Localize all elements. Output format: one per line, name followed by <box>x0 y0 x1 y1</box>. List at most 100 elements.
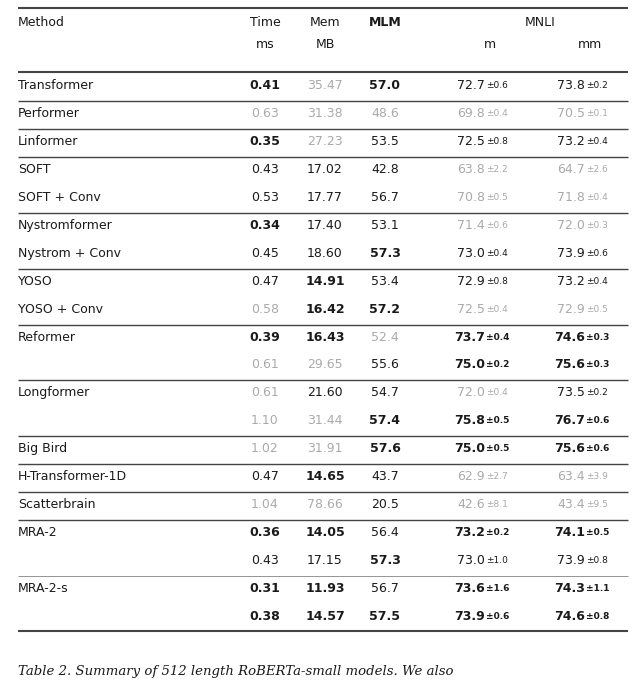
Text: 0.47: 0.47 <box>251 275 279 288</box>
Text: 14.91: 14.91 <box>305 275 345 288</box>
Text: 70.8: 70.8 <box>457 191 485 204</box>
Text: ±0.1: ±0.1 <box>586 109 608 118</box>
Text: YOSO + Conv: YOSO + Conv <box>18 303 103 316</box>
Text: 75.0: 75.0 <box>454 359 485 371</box>
Text: ±0.2: ±0.2 <box>486 528 509 537</box>
Text: 56.7: 56.7 <box>371 582 399 595</box>
Text: 0.43: 0.43 <box>251 163 279 176</box>
Text: 0.58: 0.58 <box>251 303 279 316</box>
Text: ±0.5: ±0.5 <box>586 305 608 314</box>
Text: 73.2: 73.2 <box>557 275 585 288</box>
Text: 31.44: 31.44 <box>307 415 343 427</box>
Text: ±0.5: ±0.5 <box>586 528 609 537</box>
Text: ±0.4: ±0.4 <box>486 249 508 258</box>
Text: ±0.2: ±0.2 <box>586 389 608 397</box>
Text: ±2.6: ±2.6 <box>586 165 608 174</box>
Text: MRA-2-s: MRA-2-s <box>18 582 68 595</box>
Text: 75.0: 75.0 <box>454 442 485 455</box>
Text: 16.42: 16.42 <box>305 303 345 316</box>
Text: 31.38: 31.38 <box>307 108 343 120</box>
Text: 43.7: 43.7 <box>371 470 399 483</box>
Text: 1.04: 1.04 <box>251 498 279 511</box>
Text: 0.39: 0.39 <box>250 331 280 344</box>
Text: 0.43: 0.43 <box>251 554 279 567</box>
Text: 74.3: 74.3 <box>554 582 585 595</box>
Text: MNLI: MNLI <box>525 15 556 29</box>
Text: Nystrom + Conv: Nystrom + Conv <box>18 247 121 260</box>
Text: 73.5: 73.5 <box>557 387 585 399</box>
Text: ±0.3: ±0.3 <box>586 221 608 230</box>
Text: 73.7: 73.7 <box>454 331 485 344</box>
Text: 57.3: 57.3 <box>369 554 401 567</box>
Text: 17.40: 17.40 <box>307 219 343 232</box>
Text: 0.34: 0.34 <box>250 219 280 232</box>
Text: ±0.4: ±0.4 <box>586 277 608 286</box>
Text: 55.6: 55.6 <box>371 359 399 371</box>
Text: 29.65: 29.65 <box>307 359 343 371</box>
Text: 53.4: 53.4 <box>371 275 399 288</box>
Text: 63.8: 63.8 <box>457 163 485 176</box>
Text: ±0.3: ±0.3 <box>586 333 609 342</box>
Text: ±0.4: ±0.4 <box>586 137 608 146</box>
Text: 14.65: 14.65 <box>305 470 345 483</box>
Text: ±2.7: ±2.7 <box>486 472 508 481</box>
Text: 73.9: 73.9 <box>557 554 585 567</box>
Text: ±0.2: ±0.2 <box>586 82 608 90</box>
Text: ±1.6: ±1.6 <box>486 584 509 593</box>
Text: Method: Method <box>18 15 65 29</box>
Text: 16.43: 16.43 <box>305 331 345 344</box>
Text: 57.6: 57.6 <box>369 442 401 455</box>
Text: ±9.5: ±9.5 <box>586 500 608 509</box>
Text: 0.61: 0.61 <box>251 387 279 399</box>
Text: 14.57: 14.57 <box>305 610 345 623</box>
Text: 0.36: 0.36 <box>250 526 280 539</box>
Text: 0.61: 0.61 <box>251 359 279 371</box>
Text: 56.7: 56.7 <box>371 191 399 204</box>
Text: 48.6: 48.6 <box>371 108 399 120</box>
Text: Linformer: Linformer <box>18 135 78 148</box>
Text: 57.0: 57.0 <box>369 80 401 92</box>
Text: 27.23: 27.23 <box>307 135 343 148</box>
Text: 75.6: 75.6 <box>554 359 585 371</box>
Text: 0.45: 0.45 <box>251 247 279 260</box>
Text: 14.05: 14.05 <box>305 526 345 539</box>
Text: 73.0: 73.0 <box>457 247 485 260</box>
Text: ±0.8: ±0.8 <box>486 277 508 286</box>
Text: 75.8: 75.8 <box>454 415 485 427</box>
Text: ±0.4: ±0.4 <box>486 389 508 397</box>
Text: mm: mm <box>578 38 602 52</box>
Text: 73.2: 73.2 <box>557 135 585 148</box>
Text: ±0.4: ±0.4 <box>486 333 509 342</box>
Text: m: m <box>484 38 496 52</box>
Text: Big Bird: Big Bird <box>18 442 67 455</box>
Text: 0.63: 0.63 <box>251 108 279 120</box>
Text: ±0.5: ±0.5 <box>486 417 509 425</box>
Text: 54.7: 54.7 <box>371 387 399 399</box>
Text: ±0.6: ±0.6 <box>486 82 508 90</box>
Text: ±0.4: ±0.4 <box>586 193 608 202</box>
Text: 56.4: 56.4 <box>371 526 399 539</box>
Text: 69.8: 69.8 <box>457 108 485 120</box>
Text: Time: Time <box>250 15 280 29</box>
Text: 72.5: 72.5 <box>457 135 485 148</box>
Text: 1.10: 1.10 <box>251 415 279 427</box>
Text: H-Transformer-1D: H-Transformer-1D <box>18 470 127 483</box>
Text: ±0.3: ±0.3 <box>586 361 609 370</box>
Text: ±0.6: ±0.6 <box>486 612 509 621</box>
Text: Longformer: Longformer <box>18 387 90 399</box>
Text: 53.5: 53.5 <box>371 135 399 148</box>
Text: 72.5: 72.5 <box>457 303 485 316</box>
Text: Nystromformer: Nystromformer <box>18 219 113 232</box>
Text: 42.8: 42.8 <box>371 163 399 176</box>
Text: 1.02: 1.02 <box>251 442 279 455</box>
Text: 63.4: 63.4 <box>557 470 585 483</box>
Text: 71.8: 71.8 <box>557 191 585 204</box>
Text: ±0.5: ±0.5 <box>486 193 508 202</box>
Text: 17.02: 17.02 <box>307 163 343 176</box>
Text: ±0.4: ±0.4 <box>486 305 508 314</box>
Text: 17.15: 17.15 <box>307 554 343 567</box>
Text: 70.5: 70.5 <box>557 108 585 120</box>
Text: 31.91: 31.91 <box>307 442 343 455</box>
Text: ±0.4: ±0.4 <box>486 109 508 118</box>
Text: 0.47: 0.47 <box>251 470 279 483</box>
